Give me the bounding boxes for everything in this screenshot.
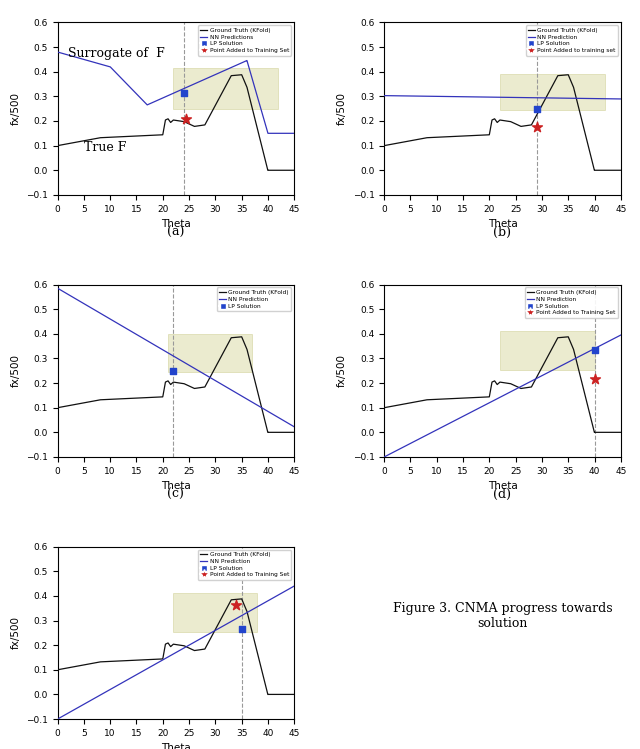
Legend: Ground Truth (KFold), NN Prediction, LP Solution: Ground Truth (KFold), NN Prediction, LP … [217,288,291,311]
Text: True F: True F [84,141,126,154]
X-axis label: Theta: Theta [161,743,191,749]
Legend: Ground Truth (KFold), NN Prediction, LP Solution, Point Added to Training Set: Ground Truth (KFold), NN Prediction, LP … [198,550,291,580]
Legend: Ground Truth (KFold), NN Prediction, LP Solution, Point Added to training set: Ground Truth (KFold), NN Prediction, LP … [525,25,618,55]
Bar [500,74,605,110]
Legend: Ground Truth (KFold), NN Prediction, LP Solution, Point Added to Training Set: Ground Truth (KFold), NN Prediction, LP … [525,288,618,318]
Text: Surrogate of  F: Surrogate of F [68,47,165,60]
Point [179,87,189,99]
Point [237,623,247,635]
Bar [173,593,257,631]
X-axis label: Theta: Theta [161,482,191,491]
Y-axis label: fx/500: fx/500 [337,92,347,125]
Text: (b): (b) [493,226,511,239]
Bar [173,68,278,109]
Bar [500,331,595,369]
Text: (c): (c) [168,488,184,501]
Text: (a): (a) [167,226,184,239]
X-axis label: Theta: Theta [488,482,517,491]
Bar [168,334,252,372]
Point [532,121,542,133]
Point [231,598,241,610]
X-axis label: Theta: Theta [161,219,191,229]
Text: Figure 3. CNMA progress towards
solution: Figure 3. CNMA progress towards solution [393,601,612,630]
Point [589,344,600,356]
Point [589,374,600,386]
Point [181,113,191,125]
Point [168,366,179,377]
Point [532,103,542,115]
Y-axis label: fx/500: fx/500 [337,354,347,387]
Legend: Ground Truth (KFold), NN Predictions, LP Solution, Point Added to Training Set: Ground Truth (KFold), NN Predictions, LP… [198,25,291,55]
Y-axis label: fx/500: fx/500 [10,354,20,387]
Text: (d): (d) [493,488,511,501]
Y-axis label: fx/500: fx/500 [10,616,20,649]
X-axis label: Theta: Theta [488,219,517,229]
Y-axis label: fx/500: fx/500 [10,92,20,125]
